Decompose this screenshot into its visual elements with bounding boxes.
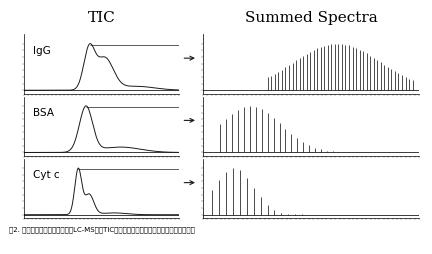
Text: TIC: TIC [88, 11, 115, 25]
Text: 图2. 三种测试蛋白质的在线脱盐LC-MS分析TIC图谱（图左）及质谱峰图（图右）固拖生物: 图2. 三种测试蛋白质的在线脱盐LC-MS分析TIC图谱（图左）及质谱峰图（图右… [9, 227, 194, 233]
Text: Summed Spectra: Summed Spectra [245, 11, 378, 25]
Text: IgG: IgG [33, 46, 51, 56]
Text: BSA: BSA [33, 108, 54, 118]
Text: Cyt c: Cyt c [33, 170, 60, 180]
